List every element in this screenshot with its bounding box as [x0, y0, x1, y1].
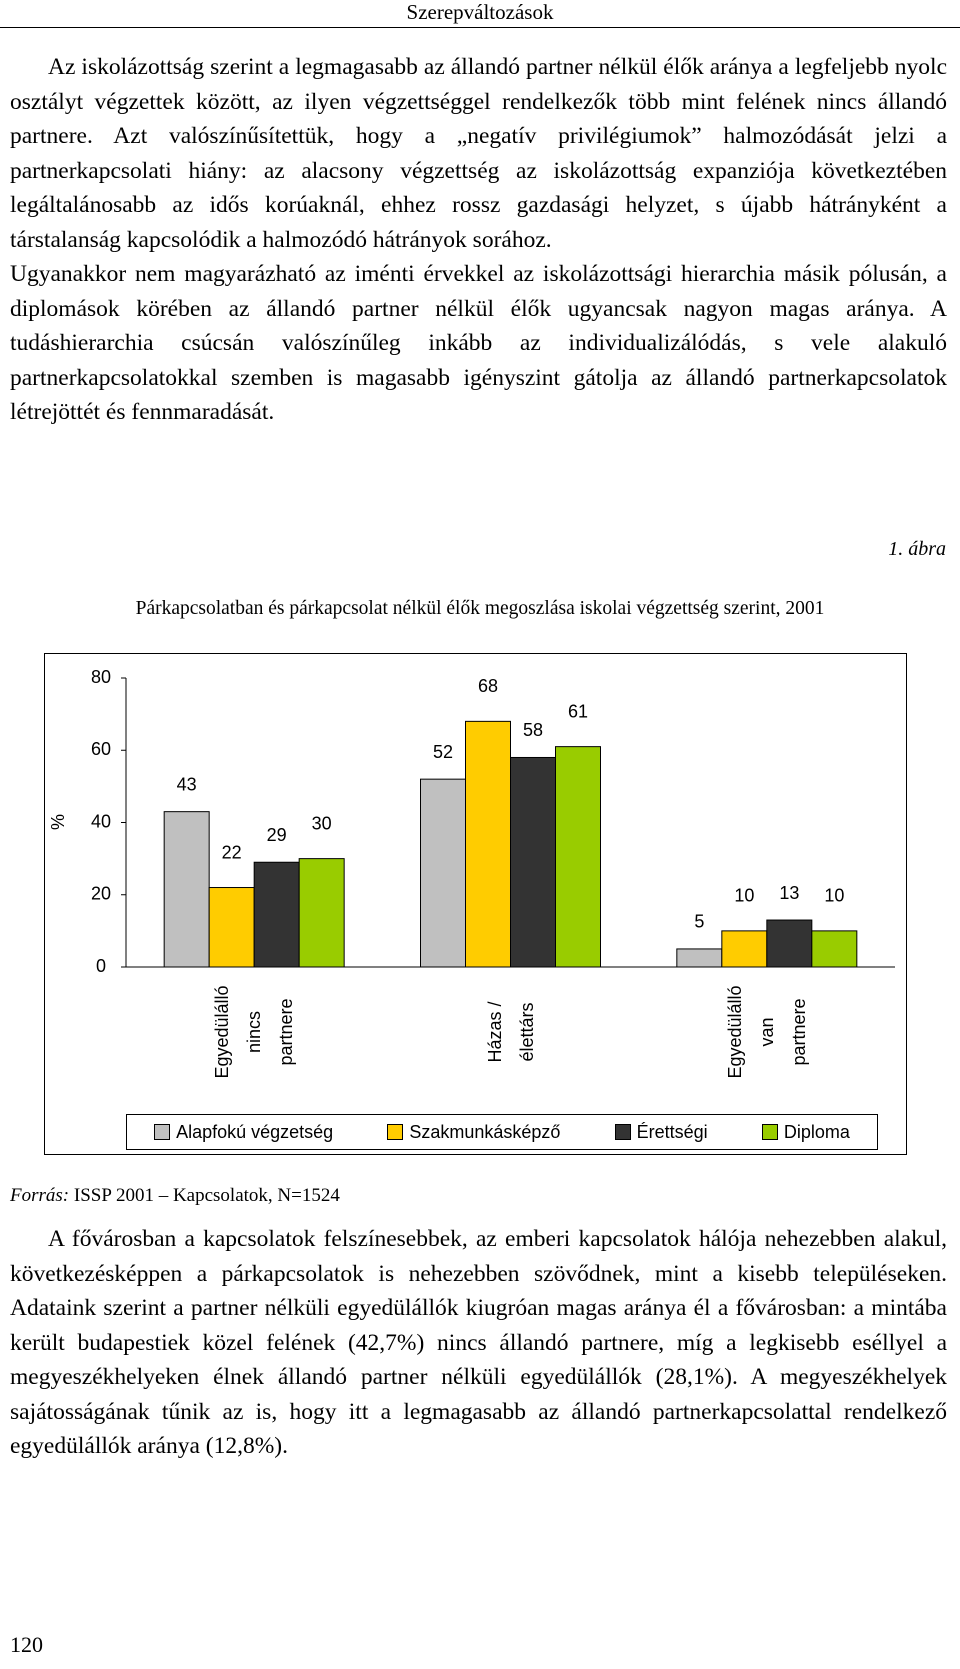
value-label: 52 — [433, 742, 453, 762]
chart-title: Párkapcsolatban és párkapcsolat nélkül é… — [135, 598, 825, 619]
x-tick-label: Egyedülálló van partnere — [724, 985, 809, 1079]
value-label: 10 — [734, 886, 754, 906]
value-label: 43 — [177, 774, 197, 794]
y-tick-label: 20 — [91, 884, 111, 904]
bar — [676, 948, 723, 968]
figure-number: 1. ábra — [888, 538, 946, 560]
value-label: 61 — [568, 701, 588, 721]
bar — [298, 858, 345, 968]
value-label: 5 — [694, 912, 704, 932]
legend-item: Alapfokú végzetség — [154, 1122, 333, 1143]
chart-svg: % 0 20 40 60 80 43 22 29 30 52 68 58 61 5 10 13 10 — [48, 667, 895, 976]
legend-item: Diploma — [761, 1121, 850, 1143]
value-label: 30 — [312, 813, 332, 833]
chart: % 0 20 40 60 80 43 22 29 30 52 68 58 61 5 10 13 10 Alapf… — [44, 653, 907, 1155]
x-tick-label: Házas / élettárs — [484, 1001, 537, 1063]
legend-swatch — [154, 1123, 171, 1140]
bar — [811, 930, 858, 968]
paragraph: Ugyanakkor nem magyarázható az iménti ér… — [10, 261, 947, 425]
running-header: Szerepváltozások — [0, 0, 960, 28]
source-label: Forrás: — [10, 1185, 70, 1206]
x-tick-label: Egyedülálló nincs partnere — [212, 985, 297, 1079]
bar — [420, 778, 466, 968]
bar — [766, 919, 813, 968]
legend-label: Alapfokú végzetség — [176, 1121, 334, 1142]
bar — [465, 720, 511, 968]
legend-item: Érettségi — [614, 1121, 708, 1143]
legend-label: Érettségi — [636, 1121, 708, 1142]
legend-swatch — [761, 1123, 778, 1140]
y-axis-label: % — [48, 814, 68, 830]
text-block: A fővárosban a kapcsolatok felszínesebbe… — [10, 1222, 947, 1464]
legend-swatch — [387, 1123, 404, 1140]
paragraph: Az iskolázottság szerint a legmagasabb a… — [10, 54, 947, 253]
y-tick-label: 60 — [91, 739, 111, 759]
value-label: 68 — [478, 676, 498, 696]
legend-label: Diploma — [783, 1121, 850, 1142]
source-text: ISSP 2001 – Kapcsolatok, N=1524 — [73, 1185, 340, 1206]
y-tick-label: 80 — [91, 667, 111, 687]
bar — [510, 756, 556, 968]
bar — [208, 887, 255, 968]
y-tick-label: 0 — [96, 956, 106, 976]
source: Forrás: ISSP 2001 – Kapcsolatok, N=1524 — [10, 1185, 340, 1207]
value-label: 10 — [824, 886, 844, 906]
legend: Alapfokú végzetség Szakmunkásképző Érettsé… — [126, 1114, 878, 1150]
bar — [721, 930, 768, 968]
value-label: 29 — [267, 825, 287, 845]
y-tick-label: 40 — [91, 811, 111, 831]
text-block: Az iskolázottság szerint a legmagasabb a… — [10, 50, 947, 430]
paragraph: A fővárosban a kapcsolatok felszínesebbe… — [10, 1226, 947, 1459]
legend-label: Szakmunkásképző — [409, 1121, 561, 1142]
bar — [163, 811, 210, 968]
value-label: 13 — [779, 883, 799, 903]
bar — [253, 861, 300, 968]
value-label: 58 — [523, 720, 543, 740]
page-number: 120 — [10, 1632, 43, 1657]
legend-item: Szakmunkásképző — [387, 1122, 560, 1143]
value-label: 22 — [222, 842, 242, 862]
legend-swatch — [614, 1123, 631, 1140]
bar — [555, 746, 601, 968]
